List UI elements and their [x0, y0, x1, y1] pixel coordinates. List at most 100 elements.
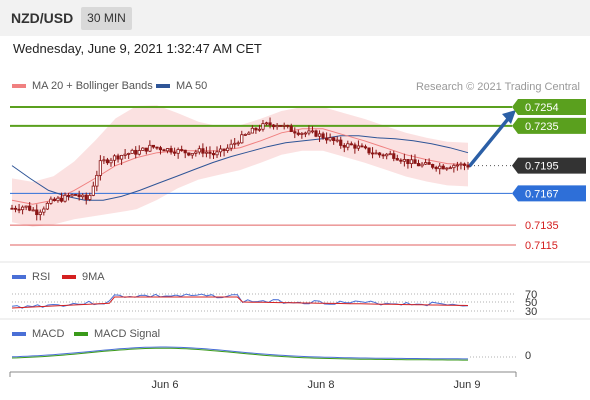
candle-body	[402, 159, 406, 162]
candle-body	[42, 208, 46, 213]
candle-body	[420, 163, 424, 167]
candle-body	[208, 151, 212, 154]
level-badge	[512, 157, 586, 174]
candle-body	[271, 124, 276, 128]
candle-body	[158, 147, 163, 151]
legend-ma50: MA 50	[156, 80, 207, 92]
candle-body	[367, 147, 371, 154]
candle-body	[240, 134, 244, 144]
candle-body	[339, 139, 343, 146]
candle-body	[24, 205, 28, 208]
candle-body	[332, 137, 336, 142]
candle-body	[70, 194, 74, 197]
candle-body	[303, 132, 307, 135]
candle-body	[187, 152, 191, 156]
candle-body	[275, 125, 279, 128]
candle-body	[84, 194, 88, 200]
candle-body	[173, 151, 177, 154]
candle-body	[119, 154, 124, 160]
candle-body	[52, 198, 57, 202]
candle-body	[88, 194, 92, 200]
candle-body	[427, 162, 431, 165]
candle-body	[229, 143, 233, 149]
candle-body	[134, 149, 138, 155]
candle-body	[31, 209, 35, 212]
candle-body	[349, 143, 353, 146]
candle-body	[346, 143, 350, 148]
x-axis: Jun 6 Jun 8 Jun 9	[9, 371, 517, 391]
rsi-level-label: 30	[525, 306, 537, 318]
legend-9ma: 9MA	[62, 271, 105, 283]
candle-body	[300, 132, 304, 135]
candle-body	[455, 164, 459, 167]
candle-body	[105, 159, 110, 164]
candle-body	[45, 202, 49, 210]
macd-panel: 0	[11, 346, 531, 362]
candle-body	[28, 205, 32, 211]
candle-body	[448, 167, 452, 170]
candle-body	[74, 194, 78, 196]
rsi-ma-line	[11, 296, 469, 309]
candle-body	[416, 163, 421, 167]
candle-body	[335, 139, 339, 142]
candle-body	[226, 147, 230, 151]
candle-body	[399, 159, 403, 162]
candle-body	[250, 127, 254, 134]
projection-arrowhead	[502, 110, 516, 124]
candle-body	[360, 145, 364, 148]
legend-macd: MACD	[12, 328, 64, 340]
level-badge	[512, 185, 586, 202]
timeframe-button[interactable]: 30 MIN	[81, 7, 132, 30]
candle-body	[17, 208, 21, 211]
macd-legend-label: MACD	[32, 328, 65, 340]
candle-body	[254, 127, 258, 131]
candle-body	[222, 148, 226, 151]
candle-body	[247, 132, 251, 135]
candle-body	[56, 197, 60, 202]
level-label: 0.7167	[525, 188, 559, 200]
level-badge	[512, 99, 586, 115]
ma9-swatch	[62, 275, 76, 280]
candle-body	[381, 154, 385, 157]
candle-body	[388, 153, 392, 156]
candle-body	[328, 137, 332, 141]
candle-body	[151, 144, 155, 148]
candle-body	[95, 174, 99, 187]
candle-body	[307, 130, 311, 134]
candle-body	[385, 153, 389, 157]
candle-body	[38, 211, 42, 216]
candle-body	[197, 148, 201, 153]
candle-body	[155, 146, 159, 149]
legend-macd-signal: MACD Signal	[74, 328, 160, 340]
macd-zero-label: 0	[525, 350, 531, 362]
datetime-label: Wednesday, June 9, 2021 1:32:47 AM CET	[13, 41, 262, 56]
level-label: 0.7195	[525, 161, 559, 173]
candle-body	[141, 147, 145, 151]
candle-body	[49, 198, 53, 204]
candle-body	[91, 185, 95, 196]
candle-body	[378, 152, 382, 156]
candle-body	[282, 124, 286, 127]
level-label: 0.7254	[525, 102, 559, 114]
copyright: Research © 2021 Trading Central	[415, 81, 580, 93]
macd-signal-legend-label: MACD Signal	[94, 328, 161, 340]
candle-body	[137, 150, 141, 155]
level-label: 0.7235	[525, 121, 559, 133]
candle-body	[123, 153, 127, 156]
bollinger-bands	[12, 105, 468, 227]
level-label: 0.7135	[525, 220, 559, 232]
candle-body	[81, 194, 85, 198]
candle-body	[77, 194, 81, 198]
candle-body	[236, 142, 240, 145]
candle-body	[201, 148, 205, 154]
candle-body	[409, 159, 414, 165]
symbol-label: NZD/USD	[11, 10, 74, 26]
candle-body	[215, 151, 219, 156]
candle-body	[289, 125, 293, 133]
candle-body	[21, 206, 25, 211]
level-labels: 0.7254 0.7235 0.7195 0.7167 0.7135 0.7115	[512, 99, 586, 252]
ma20-legend-label: MA 20 + Bollinger Bands	[32, 80, 153, 92]
candle-body	[194, 151, 198, 154]
candle-body	[296, 132, 300, 135]
